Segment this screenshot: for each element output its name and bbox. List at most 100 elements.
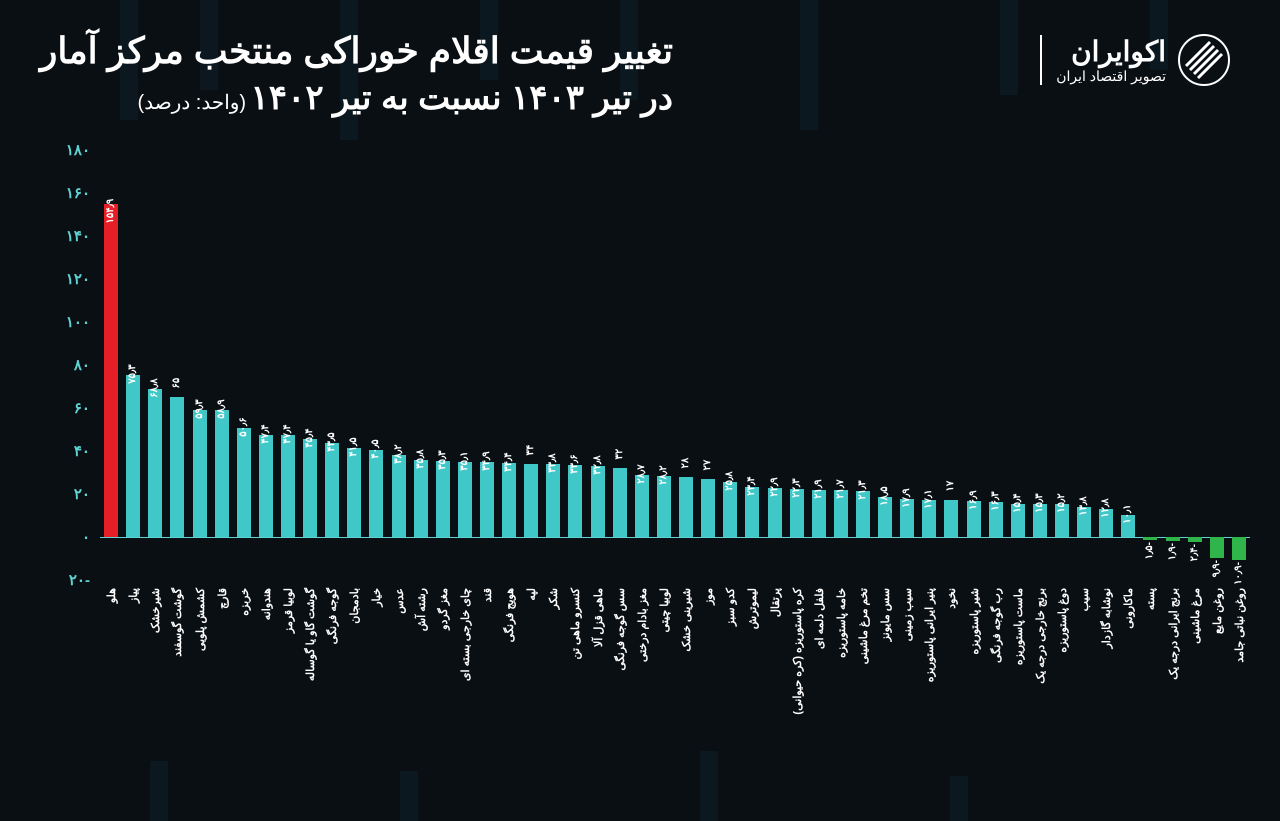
category-label: چای خارجی بسته ای <box>459 588 472 681</box>
category-label: کشمش پلویی <box>194 588 207 651</box>
chart: ۱۸۰۱۶۰۱۴۰۱۲۰۱۰۰۸۰۶۰۴۰۲۰۰-۲۰ ۱۵۴٫۹هلو۷۵٫۳… <box>50 150 1250 801</box>
bar-value-label: ۲۸٫۷ <box>636 465 647 484</box>
bar-value-label: ۵۹٫۳ <box>194 399 205 418</box>
category-label: بادمجان <box>348 588 361 624</box>
category-label: لپه <box>525 588 538 601</box>
bar <box>237 428 251 537</box>
bar-value-label: ۴۷٫۴ <box>282 424 293 443</box>
y-tick: ۱۲۰ <box>50 270 90 288</box>
bar-value-label: ۴۵٫۴ <box>304 429 315 448</box>
category-label: هویج فرنگی <box>503 588 516 642</box>
bar <box>635 475 649 537</box>
bar-value-label: ۱۷٫۱ <box>923 490 934 509</box>
bar-value-label: ۴۳٫۵ <box>326 433 337 452</box>
bar-value-label: ۲۷ <box>702 460 713 471</box>
bar-value-label: ۳۵٫۱ <box>459 451 470 470</box>
bar <box>148 389 162 537</box>
bar <box>436 461 450 537</box>
bar-value-label: ۳۴٫۴ <box>503 452 514 471</box>
category-label: روغن مایع <box>1211 588 1224 634</box>
bar <box>524 464 538 537</box>
bar-value-label: ۱۵٫۴ <box>1012 493 1023 512</box>
bar-value-label: ۶۵ <box>171 378 182 389</box>
logo-name: اکوایران <box>1056 35 1166 68</box>
bar-value-label: ۳۸٫۲ <box>393 444 404 463</box>
bar <box>303 439 317 537</box>
bar-value-label: ۴۰٫۵ <box>370 439 381 458</box>
bar-value-label: ۱۷ <box>945 481 956 492</box>
category-label: تخم مرغ ماشینی <box>857 588 870 664</box>
bar <box>591 466 605 537</box>
category-label: قارچ <box>216 588 229 609</box>
category-label: پنیر ایرانی پاستوریزه <box>923 588 936 682</box>
chart-title: تغییر قیمت اقلام خوراکی منتخب مرکز آمار … <box>40 28 673 122</box>
y-tick: ۱۶۰ <box>50 184 90 202</box>
bar-value-label: ۱۳٫۸ <box>1078 497 1089 516</box>
bar-value-label: ۲۱٫۷ <box>835 480 846 499</box>
bar <box>701 479 715 537</box>
bar-value-label: ۱۲٫۸ <box>1100 499 1111 518</box>
category-label: روغن نباتی جامد <box>1233 588 1246 663</box>
bar <box>458 462 472 537</box>
y-tick: ۴۰ <box>50 442 90 460</box>
bar <box>1166 537 1180 541</box>
category-label: مغز گردو <box>437 588 450 630</box>
category-label: پسته <box>1144 588 1157 610</box>
category-label: خیار <box>370 588 383 607</box>
bar-value-label: ۳۲ <box>614 449 625 460</box>
category-label: کدو سبز <box>724 588 737 626</box>
bar-value-label: ۲۱٫۹ <box>813 479 824 498</box>
bar-value-label: ۷۵٫۳ <box>127 364 138 383</box>
bar-value-label: -۱۰٫۹ <box>1233 562 1244 585</box>
bar <box>1188 537 1202 542</box>
category-label: پیاز <box>127 588 140 603</box>
bar <box>193 410 207 537</box>
bar-value-label: ۱۵٫۲ <box>1056 494 1067 513</box>
category-label: نوشابه گازدار <box>1100 588 1113 649</box>
bar <box>281 435 295 537</box>
bar-value-label: ۲۲٫۳ <box>791 478 802 497</box>
bar <box>1232 537 1246 560</box>
bar <box>480 462 494 537</box>
bar-value-label: ۳۳٫۶ <box>569 454 580 473</box>
logo-icon <box>1178 34 1230 86</box>
category-label: خربزه <box>238 588 251 616</box>
bar <box>944 500 958 537</box>
bar-value-label: -۲٫۴ <box>1189 544 1200 561</box>
bar-value-label: ۳۲٫۸ <box>592 456 603 475</box>
title-line-2: در تیر ۱۴۰۳ نسبت به تیر ۱۴۰۲ <box>251 79 673 117</box>
bar-value-label: ۳۴٫۹ <box>481 451 492 470</box>
category-label: عدس <box>393 588 406 614</box>
y-tick: ۱۰۰ <box>50 313 90 331</box>
category-label: گوشت گوسفند <box>171 588 184 657</box>
logo: اکوایران تصویر اقتصاد ایران <box>1040 28 1230 86</box>
bar-value-label: ۲۸ <box>680 458 691 469</box>
category-label: مرغ ماشینی <box>1189 588 1202 644</box>
y-tick: ۰ <box>50 528 90 546</box>
category-label: پرتقال <box>769 588 782 617</box>
category-label: شکر <box>547 588 560 609</box>
bar-value-label: ۳۴ <box>525 445 536 456</box>
category-label: شیر پاستوریزه <box>968 588 981 655</box>
bar-value-label: ۱۶٫۹ <box>968 490 979 509</box>
bar-value-label: ۵۰٫۶ <box>238 418 249 437</box>
category-label: شیرینی خشک <box>680 588 693 652</box>
bar-value-label: ۱۵٫۳ <box>1034 493 1045 512</box>
category-label: گوشت گاو یا گوساله <box>304 588 317 681</box>
y-tick: ۸۰ <box>50 356 90 374</box>
bar-value-label: ۳۵٫۸ <box>415 449 426 468</box>
category-label: رب گوجه فرنگی <box>990 588 1003 663</box>
bar-value-label: ۱۷٫۹ <box>901 488 912 507</box>
y-tick: -۲۰ <box>50 571 90 589</box>
category-label: لیموترش <box>746 588 759 629</box>
bar <box>568 465 582 537</box>
bar <box>502 463 516 537</box>
category-label: کنسرو ماهی تن <box>569 588 582 660</box>
bar-value-label: ۴۱٫۵ <box>348 437 359 456</box>
bar-value-label: -۱٫۹ <box>1167 543 1178 560</box>
bar <box>1143 537 1157 540</box>
category-label: ماست پاستوریزه <box>1012 588 1025 665</box>
category-label: هلو <box>105 588 118 603</box>
bar <box>613 468 627 537</box>
bar-value-label: ۲۲٫۹ <box>769 477 780 496</box>
